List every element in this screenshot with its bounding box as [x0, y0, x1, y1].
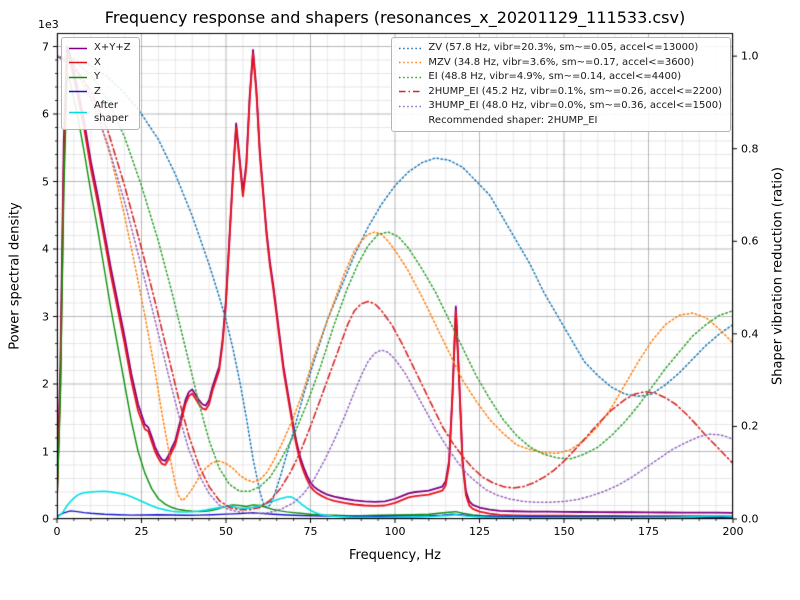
plot-title: Frequency response and shapers (resonanc…: [104, 8, 686, 27]
legend-label: X: [94, 56, 101, 68]
legend-item-z: Z: [68, 86, 131, 99]
x-tick-label: 200: [722, 525, 744, 538]
legend-item-ei: EI (48.8 Hz, vibr=4.9%, sm~=0.14, accel<…: [398, 71, 722, 84]
legend-line-swatch: [399, 90, 422, 93]
legend-line-swatch: [69, 61, 87, 64]
legend-item-mzv: MZV (34.8 Hz, vibr=3.6%, sm~=0.17, accel…: [398, 57, 722, 70]
legend-item-x: X: [68, 57, 131, 70]
y-tick-label: 1: [42, 445, 49, 458]
y2-tick-label: 0.8: [741, 142, 759, 156]
legend-line-swatch: [399, 47, 422, 50]
legend-label: Z: [94, 85, 101, 97]
legend-label: MZV (34.8 Hz, vibr=3.6%, sm~=0.17, accel…: [428, 56, 695, 68]
legend-label: After shaper: [94, 100, 129, 124]
y-tick-label: 5: [42, 175, 49, 188]
legend-label: ZV (57.8 Hz, vibr=20.3%, sm~=0.05, accel…: [428, 42, 699, 53]
y2-axis-label: Shaper vibration reduction (ratio): [770, 167, 786, 385]
legend-line-swatch: [69, 111, 87, 114]
y-tick-label: 6: [42, 107, 49, 121]
legend-label: 3HUMP_EI (48.0 Hz, vibr=0.0%, sm~=0.36, …: [428, 100, 722, 111]
legend-note-label: Recommended shaper: 2HUMP_EI: [428, 114, 598, 126]
legend-label: EI (48.8 Hz, vibr=4.9%, sm~=0.14, accel<…: [428, 71, 682, 82]
y-tick-label: 2: [42, 377, 49, 391]
y-tick-label: 3: [42, 310, 49, 323]
x-tick-label: 75: [303, 525, 318, 538]
x-tick-label: 150: [553, 525, 575, 538]
y2-tick-label: 1.0: [741, 49, 759, 63]
legend-item-2hump_ei: 2HUMP_EI (45.2 Hz, vibr=0.1%, sm~=0.26, …: [398, 86, 722, 99]
x-tick-label: 125: [469, 525, 490, 538]
y2-tick-label: 0.4: [741, 327, 759, 341]
legend-item-zv: ZV (57.8 Hz, vibr=20.3%, sm~=0.05, accel…: [398, 42, 722, 55]
x-tick-label: 25: [134, 525, 149, 538]
legend-label: X+Y+Z: [94, 42, 131, 53]
legend-recommended-note: Recommended shaper: 2HUMP_EI: [398, 115, 722, 128]
x-tick-label: 100: [384, 525, 406, 538]
y2-tick-label: 0.0: [741, 512, 759, 526]
x-tick-label: 0: [53, 525, 61, 538]
legend-item-after_shaper: After shaper: [68, 100, 131, 125]
y-axis-offset-text: 1e3: [38, 18, 59, 31]
legend-label: Y: [94, 71, 101, 82]
legend-line-swatch: [399, 76, 422, 79]
legend-line-swatch: [69, 47, 87, 50]
x-tick-label: 50: [219, 525, 233, 538]
x-axis-label: Frequency, Hz: [348, 548, 442, 563]
legend-item-y: Y: [68, 71, 131, 84]
legend-line-swatch: [69, 90, 87, 93]
y-tick-label: 4: [42, 242, 49, 256]
y-axis-label: Power spectral density: [7, 202, 23, 350]
legend-label: 2HUMP_EI (45.2 Hz, vibr=0.1%, sm~=0.26, …: [428, 85, 722, 97]
y-tick-label: 0: [42, 512, 49, 526]
y-tick-label: 7: [42, 40, 49, 53]
x-tick-label: 175: [638, 525, 659, 538]
legend-line-swatch: [399, 61, 422, 64]
legend-line-swatch: [399, 105, 422, 108]
y2-tick-label: 0.2: [741, 419, 759, 433]
legend-item-3hump_ei: 3HUMP_EI (48.0 Hz, vibr=0.0%, sm~=0.36, …: [398, 100, 722, 113]
legend-item-xyz: X+Y+Z: [68, 42, 131, 55]
legend-line-swatch: [398, 116, 422, 125]
shaper-legend: ZV (57.8 Hz, vibr=20.3%, sm~=0.05, accel…: [391, 37, 731, 132]
psd-legend: X+Y+Z X Y Z After shaper: [61, 37, 140, 130]
legend-line-swatch: [69, 76, 87, 79]
y2-tick-label: 0.6: [741, 234, 759, 248]
